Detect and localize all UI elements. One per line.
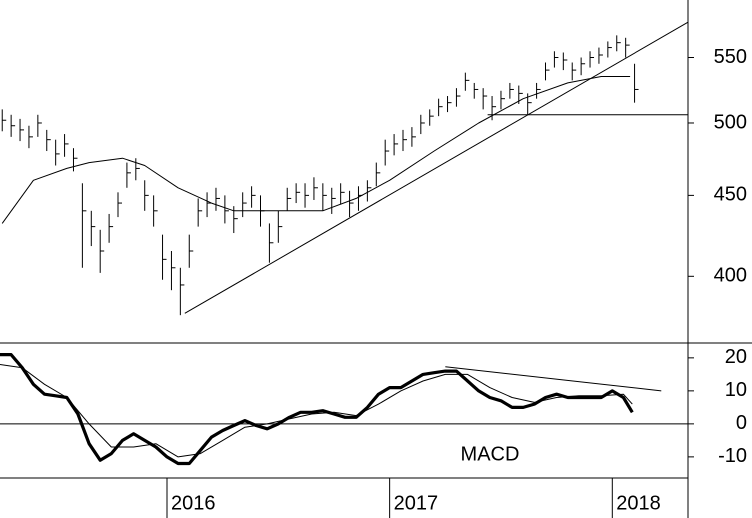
x-tick-label: 2018 — [616, 492, 661, 514]
moving-average — [1, 76, 631, 224]
trendline — [184, 21, 689, 314]
y-tick-label: 550 — [714, 46, 747, 68]
y-tick-label: 400 — [714, 265, 747, 287]
y-tick-label: 450 — [714, 184, 747, 206]
macd-label: MACD — [461, 443, 520, 465]
y-tick-label: 500 — [714, 111, 747, 133]
y-tick-label: 0 — [736, 412, 747, 434]
y-tick-label: 20 — [725, 346, 747, 368]
x-tick-label: 2016 — [171, 492, 216, 514]
macd-line — [0, 353, 634, 466]
x-tick-label: 2017 — [394, 492, 439, 514]
macd-line — [0, 364, 633, 458]
trendline — [445, 366, 662, 392]
y-tick-label: -10 — [718, 445, 747, 467]
y-tick-label: 10 — [725, 379, 747, 401]
